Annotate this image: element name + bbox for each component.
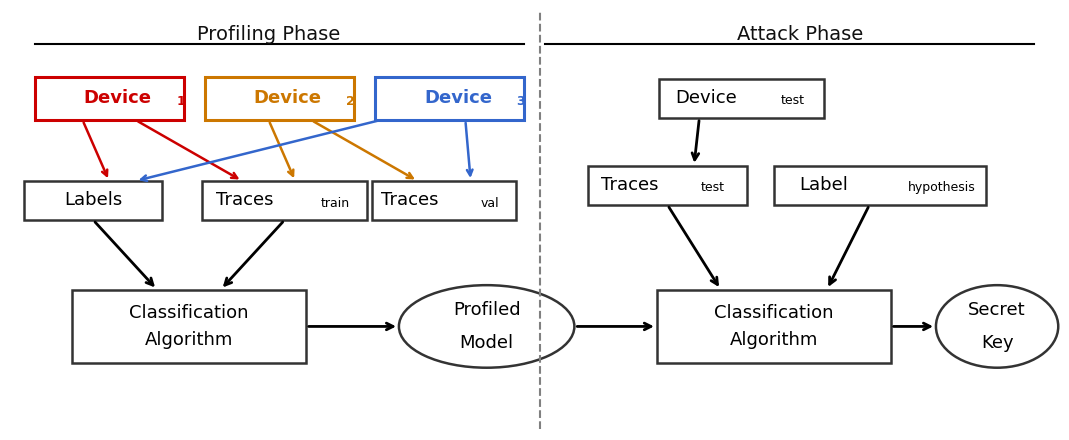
- Text: Labels: Labels: [64, 191, 122, 209]
- Text: Traces: Traces: [382, 191, 438, 209]
- Text: 1: 1: [176, 95, 185, 108]
- Text: Attack Phase: Attack Phase: [738, 25, 864, 44]
- Ellipse shape: [936, 285, 1058, 368]
- FancyBboxPatch shape: [205, 77, 354, 120]
- FancyBboxPatch shape: [24, 181, 162, 220]
- Ellipse shape: [399, 285, 574, 368]
- FancyBboxPatch shape: [588, 166, 747, 205]
- Text: Key: Key: [980, 334, 1013, 352]
- FancyBboxPatch shape: [72, 290, 306, 363]
- FancyBboxPatch shape: [774, 166, 987, 205]
- Text: Algorithm: Algorithm: [144, 331, 233, 349]
- Text: Profiled: Profiled: [453, 301, 521, 319]
- Text: hypothesis: hypothesis: [908, 181, 976, 194]
- FancyBboxPatch shape: [656, 290, 890, 363]
- Text: Classification: Classification: [714, 304, 834, 322]
- FancyBboxPatch shape: [375, 77, 524, 120]
- Text: Traces: Traces: [602, 176, 659, 194]
- Text: test: test: [781, 95, 805, 107]
- Text: val: val: [481, 197, 499, 209]
- Text: Model: Model: [460, 334, 514, 352]
- Text: 3: 3: [516, 95, 525, 108]
- Text: train: train: [321, 197, 351, 209]
- Text: test: test: [701, 181, 725, 194]
- FancyBboxPatch shape: [660, 79, 824, 118]
- Text: Profiling Phase: Profiling Phase: [197, 25, 340, 44]
- Text: Secret: Secret: [969, 301, 1026, 319]
- FancyBboxPatch shape: [372, 181, 516, 220]
- Text: Traces: Traces: [216, 191, 274, 209]
- Text: Device: Device: [83, 89, 152, 107]
- FancyBboxPatch shape: [202, 181, 367, 220]
- Text: Device: Device: [675, 89, 737, 107]
- Text: 2: 2: [346, 95, 355, 108]
- Text: Device: Device: [424, 89, 492, 107]
- Text: Label: Label: [800, 176, 848, 194]
- FancyBboxPatch shape: [34, 77, 184, 120]
- Text: Device: Device: [253, 89, 322, 107]
- Text: Classification: Classification: [129, 304, 249, 322]
- Text: Algorithm: Algorithm: [729, 331, 818, 349]
